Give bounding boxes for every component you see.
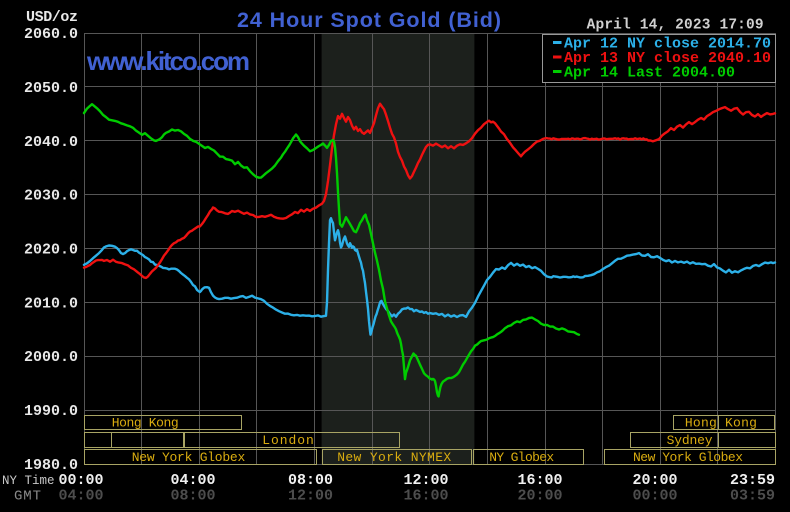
- svg-text:23:59: 23:59: [730, 472, 775, 489]
- svg-text:2050.0: 2050.0: [24, 80, 78, 97]
- svg-text:1980.0: 1980.0: [24, 457, 78, 474]
- svg-text:Apr 13 NY close 2040.10: Apr 13 NY close 2040.10: [564, 50, 771, 67]
- svg-text:NY Time: NY Time: [2, 474, 55, 488]
- svg-text:1990.0: 1990.0: [24, 403, 78, 420]
- svg-text:08:00: 08:00: [288, 472, 333, 489]
- svg-text:16:00: 16:00: [403, 488, 448, 505]
- svg-text:GMT: GMT: [14, 489, 41, 505]
- svg-text:New York NYMEX: New York NYMEX: [337, 450, 451, 465]
- svg-text:12:00: 12:00: [288, 488, 333, 505]
- svg-text:12:00: 12:00: [403, 472, 448, 489]
- svg-text:24 Hour Spot Gold (Bid): 24 Hour Spot Gold (Bid): [237, 8, 501, 32]
- svg-text:20:00: 20:00: [632, 472, 677, 489]
- svg-text:2030.0: 2030.0: [24, 188, 78, 205]
- svg-text:2020.0: 2020.0: [24, 242, 78, 259]
- svg-text:New York Globex: New York Globex: [633, 450, 743, 465]
- svg-text:April 14, 2023 17:09: April 14, 2023 17:09: [587, 17, 764, 33]
- svg-text:www.kitco.com: www.kitco.com: [86, 46, 250, 76]
- svg-text:2000.0: 2000.0: [24, 349, 78, 366]
- svg-text:2040.0: 2040.0: [24, 134, 78, 151]
- svg-text:04:00: 04:00: [170, 472, 215, 489]
- svg-text:Sydney: Sydney: [667, 433, 713, 448]
- svg-text:04:00: 04:00: [58, 488, 103, 505]
- svg-text:2060.0: 2060.0: [24, 26, 78, 43]
- svg-text:20:00: 20:00: [517, 488, 562, 505]
- svg-text:NY Globex: NY Globex: [489, 450, 554, 465]
- svg-text:Hong Kong: Hong Kong: [685, 416, 757, 431]
- svg-text:2010.0: 2010.0: [24, 295, 78, 312]
- svg-text:USD/oz: USD/oz: [26, 9, 78, 26]
- svg-text:Hong Kong: Hong Kong: [112, 416, 179, 431]
- svg-text:00:00: 00:00: [632, 488, 677, 505]
- svg-text:London: London: [262, 433, 314, 448]
- svg-text:00:00: 00:00: [58, 472, 103, 489]
- svg-text:16:00: 16:00: [517, 472, 562, 489]
- svg-text:Apr 12 NY close 2014.70: Apr 12 NY close 2014.70: [564, 36, 771, 53]
- svg-text:New York Globex: New York Globex: [132, 450, 246, 465]
- svg-text:Apr 14 Last 2004.00: Apr 14 Last 2004.00: [564, 65, 735, 82]
- svg-text:08:00: 08:00: [170, 488, 215, 505]
- svg-text:03:59: 03:59: [730, 488, 775, 505]
